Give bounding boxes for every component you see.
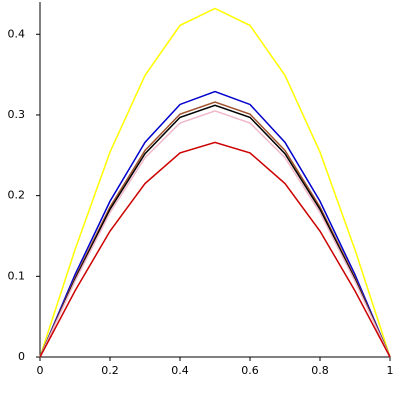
x-tick-label: 0.4: [171, 364, 189, 377]
x-tick-label: 1: [387, 364, 394, 377]
line-series: [39, 110, 391, 358]
x-tick-label: 0: [37, 364, 44, 377]
line-series: [39, 104, 391, 358]
line-series: [39, 7, 391, 358]
x-tick-label: 0.2: [101, 364, 119, 377]
line-series: [39, 101, 391, 358]
y-tick-label: 0.4: [8, 27, 26, 40]
y-tick-label: 0.3: [8, 108, 26, 121]
y-tick-label: 0.1: [8, 269, 26, 282]
line-series: [39, 90, 391, 358]
x-tick-label: 0.8: [311, 364, 329, 377]
line-series: [39, 141, 391, 358]
y-tick-label: 0: [18, 350, 25, 363]
y-tick-label: 0.2: [8, 189, 26, 202]
x-tick-label: 0.6: [241, 364, 259, 377]
